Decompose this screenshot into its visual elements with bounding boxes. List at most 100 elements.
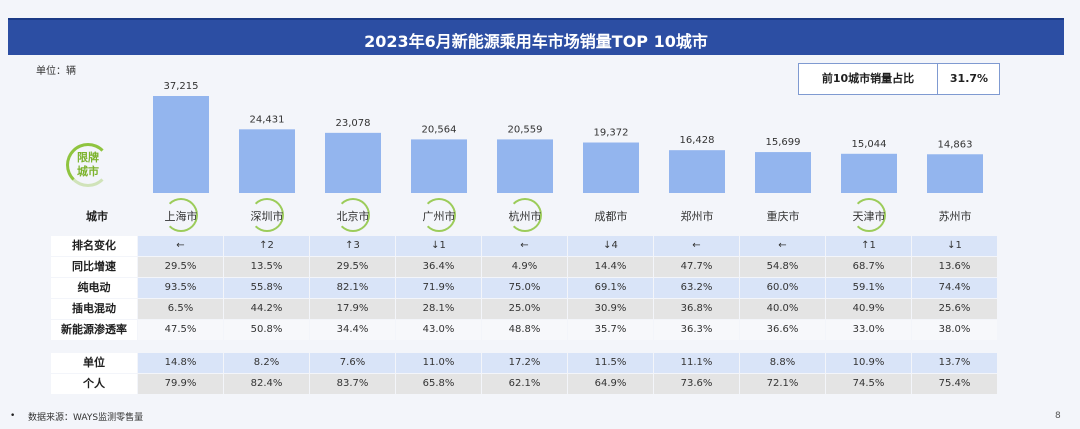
table-cell: 29.5% [310, 257, 395, 277]
title-bar: 2023年6月新能源乘用车市场销量TOP 10城市 [8, 18, 1064, 55]
bar-value-label: 15,699 [766, 137, 801, 148]
city-label: 苏州市 [938, 210, 972, 223]
bar-北京市 [325, 132, 381, 193]
bar-value-label: 16,428 [680, 135, 715, 146]
city-label: 广州市 [422, 210, 456, 223]
bar-成都市 [583, 142, 639, 193]
table-cell: 60.0% [740, 278, 825, 298]
table-cell: 11.1% [654, 353, 739, 373]
table-row: 排名变化 ← ↑2 ↑3 ↓1 ← ↓4 ← ← ↑1 ↓1 [51, 236, 998, 256]
bar-苏州市 [927, 154, 983, 193]
table-cell: 75.0% [482, 278, 567, 298]
table-cell: 38.0% [912, 320, 997, 340]
table-cell: 6.5% [138, 299, 223, 319]
city-label: 郑州市 [680, 210, 714, 223]
table-cell: ← [654, 236, 739, 256]
table-cell: 11.0% [396, 353, 481, 373]
restricted-city-ring [852, 198, 886, 232]
table-cell: ↓1 [396, 236, 481, 256]
page-title: 2023年6月新能源乘用车市场销量TOP 10城市 [364, 32, 708, 51]
table-cell: ↓4 [568, 236, 653, 256]
table-cell: 17.9% [310, 299, 395, 319]
share-box: 前10城市销量占比 31.7% [798, 63, 1000, 95]
table-cell: 71.9% [396, 278, 481, 298]
table-cell: 82.4% [224, 374, 309, 394]
city-label: 杭州市 [508, 210, 542, 223]
table-cell: 47.7% [654, 257, 739, 277]
table-cell: 7.6% [310, 353, 395, 373]
bar-value-label: 19,372 [594, 128, 629, 139]
table-cell: ↑3 [310, 236, 395, 256]
bar-value-label: 15,044 [852, 139, 887, 150]
table-cell: 48.8% [482, 320, 567, 340]
table-cell: 63.2% [654, 278, 739, 298]
table-cell: 47.5% [138, 320, 223, 340]
table-cell: 93.5% [138, 278, 223, 298]
bar-value-label: 23,078 [336, 118, 371, 129]
data-source: 数据来源：WAYS监测零售量 [28, 413, 144, 423]
table-cell: 73.6% [654, 374, 739, 394]
table-cell: 13.6% [912, 257, 997, 277]
bar-天津市 [841, 153, 897, 193]
bar-value-label: 14,863 [938, 139, 973, 150]
city-label: 上海市 [164, 210, 198, 223]
bar-value-label: 24,431 [250, 114, 285, 125]
table-cell: 69.1% [568, 278, 653, 298]
table-cell: 74.5% [826, 374, 911, 394]
table-row: 纯电动 93.5% 55.8% 82.1% 71.9% 75.0% 69.1% 63.2% 60… [51, 278, 998, 298]
footer-bullet: • [10, 411, 16, 421]
bar-value-label: 20,564 [422, 124, 457, 135]
table-row: 新能源渗透率 47.5% 50.8% 34.4% 43.0% 48.8% 35.7% 36.3… [51, 320, 998, 340]
table-cell: 40.0% [740, 299, 825, 319]
city-label: 北京市 [336, 210, 370, 223]
table-cell: 8.2% [224, 353, 309, 373]
table-cell: 75.4% [912, 374, 997, 394]
restricted-plate-badge: 限牌 城市 [66, 143, 110, 187]
table-cell: 25.0% [482, 299, 567, 319]
city-label: 天津市 [852, 210, 886, 223]
table-cell: 4.9% [482, 257, 567, 277]
row-label: 插电混动 [51, 299, 137, 319]
table-cell: ← [482, 236, 567, 256]
table-cell: 43.0% [396, 320, 481, 340]
table-cell: 68.7% [826, 257, 911, 277]
table-cell: 62.1% [482, 374, 567, 394]
badge-line1: 限牌 [77, 151, 99, 164]
table-cell: 35.7% [568, 320, 653, 340]
table-cell: ↑1 [826, 236, 911, 256]
table-cell: 79.9% [138, 374, 223, 394]
table-cell: ↓1 [912, 236, 997, 256]
table-cell: 17.2% [482, 353, 567, 373]
table-cell: 8.8% [740, 353, 825, 373]
restricted-city-ring [250, 198, 284, 232]
table-cell: 82.1% [310, 278, 395, 298]
bar-杭州市 [497, 139, 553, 193]
table-cell: 10.9% [826, 353, 911, 373]
table-cell: 65.8% [396, 374, 481, 394]
table-cell: 30.9% [568, 299, 653, 319]
table-cell: 64.9% [568, 374, 653, 394]
bar-郑州市 [669, 150, 725, 193]
table-cell: 36.4% [396, 257, 481, 277]
table-cell: 13.7% [912, 353, 997, 373]
share-label: 前10城市销量占比 [799, 64, 938, 94]
share-value: 31.7% [949, 72, 989, 85]
table-cell: 33.0% [826, 320, 911, 340]
restricted-city-ring [336, 198, 370, 232]
page-number: 8 [1055, 411, 1061, 421]
city-label: 深圳市 [250, 210, 284, 223]
table-row: 单位 14.8% 8.2% 7.6% 11.0% 17.2% 11.5% 11.1% 8.8% 1… [51, 353, 998, 373]
table-row: 插电混动 6.5% 44.2% 17.9% 28.1% 25.0% 30.9% 36.8% 40… [51, 299, 998, 319]
table-row: 同比增速 29.5% 13.5% 29.5% 36.4% 4.9% 14.4% 47.7% 54… [51, 257, 998, 277]
table-cell: 59.1% [826, 278, 911, 298]
table-cell: 13.5% [224, 257, 309, 277]
table-cell: 36.8% [654, 299, 739, 319]
restricted-city-ring [164, 198, 198, 232]
bar-广州市 [411, 139, 467, 193]
bar-深圳市 [239, 129, 295, 193]
badge-line2: 城市 [77, 165, 99, 178]
table-cell: 72.1% [740, 374, 825, 394]
bar-上海市 [153, 96, 209, 193]
table-cell: 14.8% [138, 353, 223, 373]
